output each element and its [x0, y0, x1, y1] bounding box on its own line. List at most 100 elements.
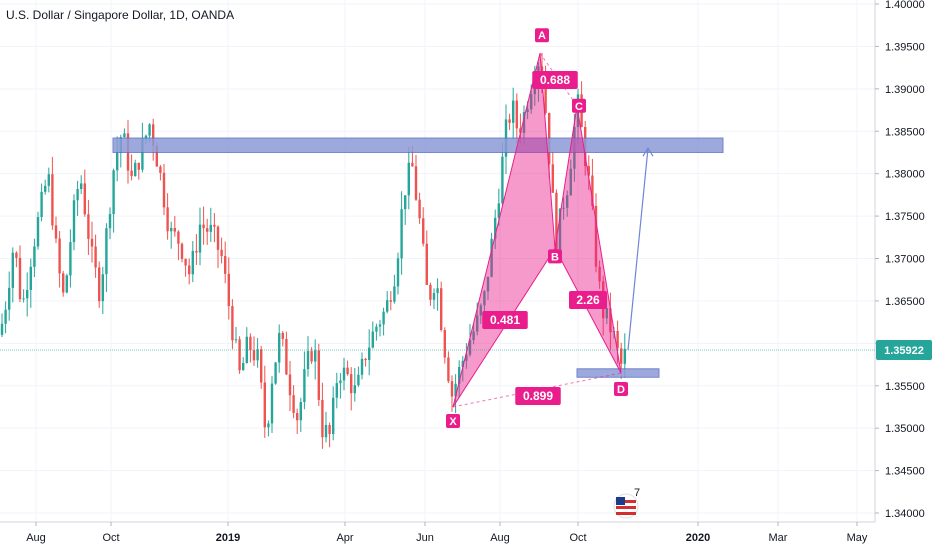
- point-label-x: X: [449, 416, 457, 428]
- candle-body: [314, 350, 317, 362]
- candle-body: [389, 300, 392, 302]
- zone-resistance[interactable]: [112, 137, 724, 153]
- candle-body: [447, 357, 450, 382]
- candle: [252, 336, 256, 367]
- badge-stripe: [616, 506, 636, 509]
- candle: [90, 221, 94, 263]
- ratio-badge[interactable]: [569, 291, 607, 309]
- candle: [112, 168, 115, 233]
- candle: [278, 324, 281, 373]
- flag-globe-icon[interactable]: 7: [613, 487, 640, 519]
- candle-body: [238, 339, 241, 371]
- candle-body: [191, 250, 194, 275]
- y-tick-label: 1.38000: [885, 169, 925, 181]
- candle-body: [339, 380, 342, 384]
- candle: [170, 221, 173, 249]
- y-tick-label: 1.37500: [885, 211, 925, 223]
- candle-body: [508, 119, 511, 123]
- candle: [29, 258, 32, 308]
- ratio-label: 0.899: [523, 389, 553, 403]
- candle-body: [310, 351, 313, 362]
- candle-body: [231, 306, 234, 341]
- candle-body: [526, 109, 529, 112]
- candle: [285, 331, 288, 376]
- candle-body: [479, 305, 482, 316]
- candle-body: [317, 350, 320, 400]
- candle-body: [623, 348, 626, 364]
- candle-body: [306, 351, 310, 370]
- point-marker-c[interactable]: [572, 98, 586, 113]
- point-label-c: C: [575, 101, 583, 113]
- candle: [220, 237, 223, 264]
- candle-body: [188, 265, 191, 275]
- candle-body: [530, 94, 533, 110]
- candle-body: [544, 81, 547, 113]
- zone-completion[interactable]: [576, 368, 660, 378]
- ratio-badge[interactable]: [482, 311, 528, 329]
- candle: [281, 330, 284, 347]
- candle: [58, 231, 61, 288]
- ratio-badge[interactable]: [515, 387, 561, 405]
- candle-body: [116, 152, 119, 171]
- candle-body: [414, 166, 418, 200]
- point-marker-a[interactable]: [535, 28, 549, 43]
- candle: [332, 386, 335, 441]
- candle-body: [454, 383, 457, 397]
- candle-body: [141, 138, 144, 170]
- point-marker-x[interactable]: [446, 413, 460, 428]
- candle: [335, 372, 338, 409]
- candle: [8, 271, 11, 321]
- badge-count: 7: [634, 487, 640, 499]
- candle: [418, 192, 421, 224]
- candle: [429, 282, 432, 306]
- candle-body: [112, 170, 115, 215]
- candle: [494, 209, 497, 250]
- candle-body: [270, 383, 274, 424]
- ratio-badge[interactable]: [532, 71, 578, 89]
- candle-body: [555, 192, 558, 258]
- candle: [422, 207, 425, 247]
- candle: [134, 159, 137, 177]
- candle-body: [40, 191, 43, 218]
- candle: [87, 199, 90, 255]
- candle-body: [558, 208, 562, 258]
- candle: [288, 360, 292, 412]
- candle: [432, 288, 436, 310]
- candle-body: [202, 224, 205, 229]
- candle-body: [458, 366, 461, 384]
- candle-body: [76, 189, 79, 201]
- candle-body: [443, 330, 446, 358]
- candle-body: [256, 349, 259, 361]
- candle: [166, 193, 169, 240]
- candle: [605, 308, 608, 325]
- current-price-tag[interactable]: [876, 339, 932, 360]
- candle: [371, 321, 374, 349]
- candle: [404, 195, 407, 225]
- candle: [65, 273, 68, 294]
- candle-body: [274, 362, 277, 384]
- candle-body: [224, 256, 227, 274]
- candle-body: [418, 199, 421, 219]
- candle-body: [54, 225, 58, 239]
- candle: [483, 290, 486, 313]
- candle-body: [562, 207, 565, 209]
- candle: [47, 167, 50, 193]
- candle: [0, 313, 4, 338]
- candle-body: [519, 128, 522, 133]
- candle: [101, 266, 104, 314]
- candle-body: [36, 217, 40, 247]
- candle-body: [386, 300, 389, 312]
- y-tick-label: 1.34000: [885, 508, 925, 520]
- candle: [94, 234, 97, 278]
- point-marker-d[interactable]: [614, 382, 628, 397]
- candle: [216, 225, 220, 268]
- point-label-a: A: [538, 30, 546, 42]
- candle-body: [483, 291, 486, 306]
- candle: [51, 156, 54, 230]
- point-marker-b[interactable]: [548, 249, 562, 264]
- candle-body: [598, 266, 601, 282]
- candle-body: [58, 238, 61, 274]
- candle-body: [382, 311, 385, 325]
- candle-body: [148, 124, 151, 136]
